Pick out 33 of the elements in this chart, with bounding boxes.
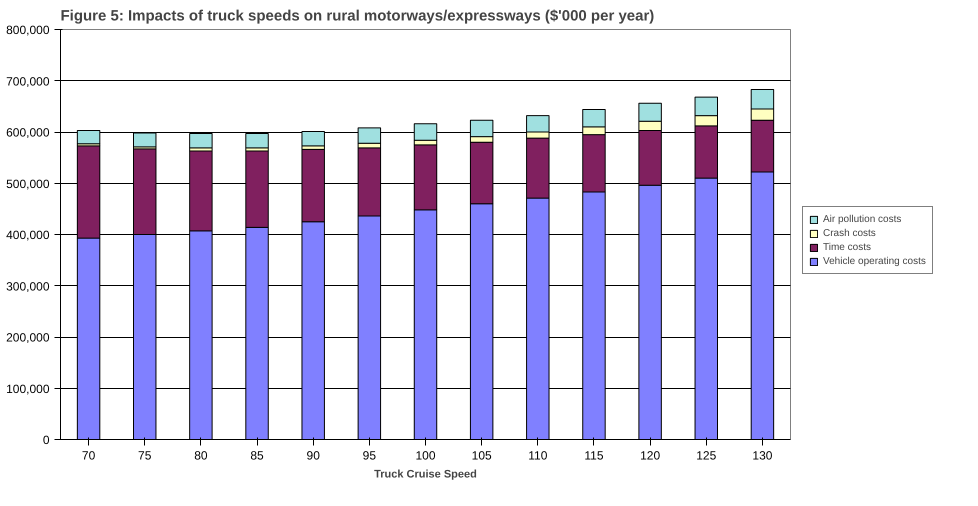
x-tick-label: 120 <box>640 448 660 462</box>
y-tick-label: 800,000 <box>6 23 50 37</box>
legend-label: Air pollution costs <box>823 213 902 225</box>
bar <box>76 130 100 144</box>
bar <box>189 133 213 148</box>
bar <box>301 130 325 146</box>
y-tick-label: 100,000 <box>6 382 50 396</box>
x-axis-title: Truck Cruise Speed <box>374 468 477 480</box>
x-tick-label: 70 <box>82 448 96 462</box>
chart-title: Figure 5: Impacts of truck speeds on rural motorways/expressways ($'000 per year) <box>60 8 654 24</box>
legend-label: Crash costs <box>823 227 876 239</box>
x-tick-label: 105 <box>472 448 492 462</box>
bar <box>133 132 156 148</box>
y-tick-label: 0 <box>42 433 50 447</box>
x-tick-label: 110 <box>528 448 548 462</box>
x-tick-label: 100 <box>415 448 436 462</box>
y-tick-label: 700,000 <box>6 74 50 88</box>
x-tick-label: 90 <box>306 448 320 462</box>
bar <box>245 133 269 148</box>
y-tick-label: 500,000 <box>6 176 50 191</box>
x-tick-label: 95 <box>362 448 376 462</box>
x-tick-label: 125 <box>696 448 717 462</box>
y-tick-label: 200,000 <box>6 330 50 344</box>
x-tick-label: 130 <box>752 448 773 462</box>
x-tick-label: 80 <box>194 448 208 462</box>
x-tick-label: 75 <box>138 448 152 462</box>
x-tick-label: 115 <box>584 448 604 462</box>
y-tick-label: 600,000 <box>6 126 50 140</box>
legend-label: Time costs <box>823 241 871 253</box>
x-tick-label: 85 <box>250 448 264 462</box>
y-tick-label: 400,000 <box>6 228 50 242</box>
legend-label: Vehicle operating costs <box>823 255 926 267</box>
y-tick-label: 300,000 <box>6 279 50 294</box>
